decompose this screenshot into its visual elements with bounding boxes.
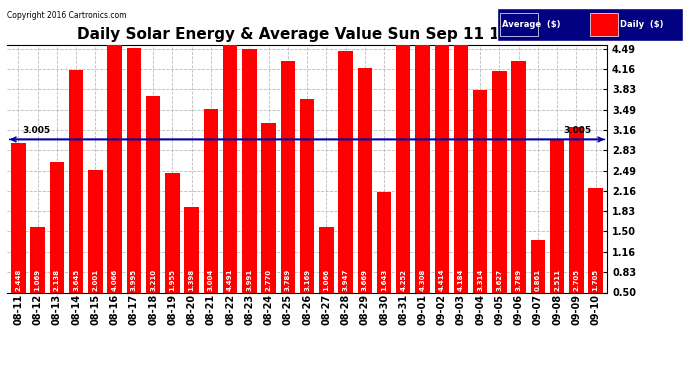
Bar	[146, 96, 160, 292]
Text: 3.314: 3.314	[477, 268, 483, 291]
Bar	[127, 48, 141, 292]
Text: 3.005: 3.005	[22, 126, 50, 135]
Text: 1.066: 1.066	[324, 268, 329, 291]
Bar	[377, 192, 391, 292]
Bar	[415, 29, 430, 292]
Text: Daily  ($): Daily ($)	[620, 20, 663, 29]
Bar	[396, 33, 411, 292]
Text: 2.770: 2.770	[266, 268, 272, 291]
Bar	[88, 170, 103, 292]
Bar	[473, 90, 487, 292]
Bar	[69, 70, 83, 292]
Text: 2.448: 2.448	[15, 268, 21, 291]
Text: 4.066: 4.066	[112, 268, 118, 291]
Bar	[454, 37, 469, 292]
Text: 4.184: 4.184	[458, 268, 464, 291]
Text: 2.001: 2.001	[92, 268, 99, 291]
Text: 4.308: 4.308	[420, 268, 426, 291]
Text: 3.991: 3.991	[246, 268, 253, 291]
Bar	[223, 18, 237, 292]
Text: 2.705: 2.705	[573, 268, 580, 291]
Bar	[242, 49, 257, 292]
Text: 3.004: 3.004	[208, 268, 214, 291]
Bar	[511, 61, 526, 292]
Text: 2.138: 2.138	[54, 268, 60, 291]
Bar	[435, 23, 449, 293]
Text: 1.955: 1.955	[169, 268, 175, 291]
Bar	[184, 207, 199, 292]
Bar	[319, 227, 333, 292]
Text: 3.669: 3.669	[362, 268, 368, 291]
Text: 1.398: 1.398	[188, 268, 195, 291]
Bar	[165, 173, 179, 292]
Text: 4.491: 4.491	[227, 268, 233, 291]
Text: 1.643: 1.643	[381, 268, 387, 291]
Text: 3.005: 3.005	[564, 126, 592, 135]
Bar	[492, 71, 506, 292]
Bar	[550, 139, 564, 292]
Text: 3.947: 3.947	[342, 268, 348, 291]
Bar	[357, 68, 372, 292]
Bar	[30, 227, 45, 292]
Text: 4.252: 4.252	[400, 268, 406, 291]
Bar	[281, 61, 295, 292]
Text: 2.511: 2.511	[554, 268, 560, 291]
Text: 3.789: 3.789	[515, 268, 522, 291]
Bar	[204, 109, 218, 292]
Bar	[531, 240, 545, 292]
Text: 1.705: 1.705	[593, 268, 599, 291]
Text: Copyright 2016 Cartronics.com: Copyright 2016 Cartronics.com	[7, 11, 126, 20]
Title: Daily Solar Energy & Average Value Sun Sep 11 19:08: Daily Solar Energy & Average Value Sun S…	[77, 27, 538, 42]
Bar	[338, 51, 353, 292]
Text: 3.210: 3.210	[150, 268, 156, 291]
Bar	[108, 44, 122, 292]
Bar	[589, 188, 603, 292]
Text: 3.169: 3.169	[304, 268, 310, 291]
Text: 1.069: 1.069	[34, 268, 41, 291]
Bar	[262, 123, 276, 292]
Text: 3.627: 3.627	[496, 268, 502, 291]
Bar	[11, 143, 26, 292]
Bar	[569, 127, 584, 292]
Text: 3.789: 3.789	[285, 268, 290, 291]
Text: 4.414: 4.414	[439, 268, 445, 291]
Bar	[50, 162, 64, 292]
Text: 3.995: 3.995	[131, 268, 137, 291]
Text: Average  ($): Average ($)	[502, 20, 561, 29]
Text: 3.645: 3.645	[73, 268, 79, 291]
Bar	[300, 99, 314, 292]
Text: 0.861: 0.861	[535, 268, 541, 291]
